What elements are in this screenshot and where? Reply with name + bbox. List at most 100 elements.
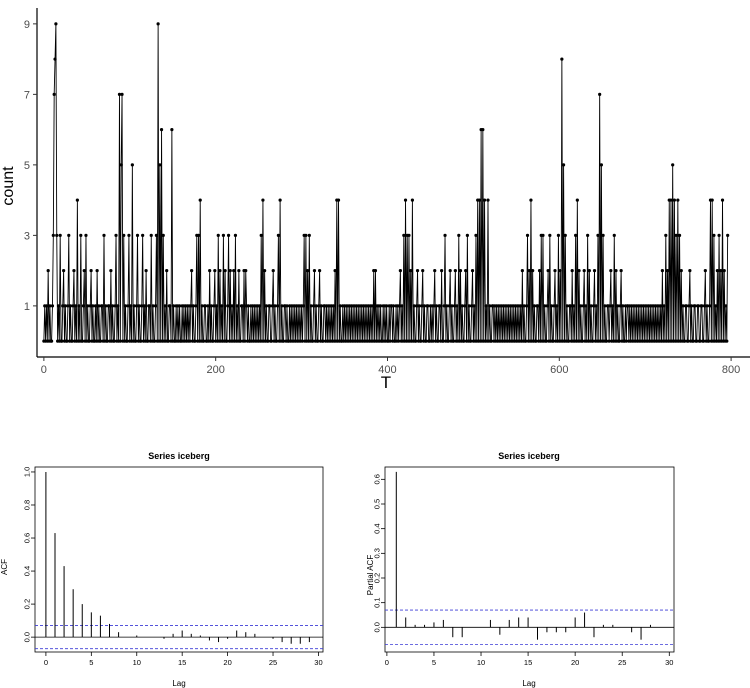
count-data-point bbox=[91, 304, 95, 308]
count-data-point bbox=[558, 269, 562, 273]
count-data-point bbox=[607, 339, 611, 343]
count-data-point bbox=[61, 304, 65, 308]
x-tick-label: 15 bbox=[178, 658, 186, 667]
count-data-point bbox=[188, 339, 192, 343]
count-data-point bbox=[534, 339, 538, 343]
count-data-point bbox=[556, 233, 561, 237]
count-data-point bbox=[445, 304, 449, 308]
y-tick-label: 0.6 bbox=[23, 533, 32, 543]
count-data-point bbox=[555, 304, 559, 308]
count-data-point bbox=[114, 233, 118, 237]
count-data-point bbox=[216, 233, 220, 237]
count-data-point bbox=[71, 304, 75, 308]
count-data-point bbox=[714, 304, 718, 308]
count-data-point bbox=[190, 269, 194, 273]
count-data-point bbox=[579, 304, 583, 308]
count-data-point bbox=[77, 304, 81, 308]
y-tick-label: 1.0 bbox=[23, 467, 32, 477]
count-data-point bbox=[109, 269, 113, 273]
count-data-point bbox=[598, 92, 602, 96]
count-data-point bbox=[63, 304, 67, 308]
count-data-point bbox=[137, 304, 141, 308]
count-data-point bbox=[281, 339, 286, 343]
count-data-point bbox=[226, 304, 230, 308]
count-data-point bbox=[482, 198, 487, 202]
count-data-point bbox=[198, 198, 202, 202]
count-data-point bbox=[246, 304, 250, 308]
count-data-point bbox=[112, 339, 116, 343]
count-data-point bbox=[570, 269, 574, 273]
count-data-point bbox=[89, 269, 93, 273]
count-data-point bbox=[206, 304, 210, 308]
count-data-point bbox=[166, 339, 171, 343]
x-tick-label: 30 bbox=[314, 658, 322, 667]
count-data-point bbox=[532, 304, 536, 308]
count-data-point bbox=[724, 304, 728, 308]
count-data-point bbox=[722, 269, 726, 273]
count-data-point bbox=[702, 339, 706, 343]
x-tick-label: 20 bbox=[223, 658, 231, 667]
count-data-point bbox=[453, 269, 457, 273]
count-data-point bbox=[107, 304, 111, 308]
count-data-point bbox=[261, 198, 265, 202]
count-data-point bbox=[527, 269, 531, 273]
count-data-point bbox=[223, 269, 227, 273]
count-data-point bbox=[726, 233, 730, 237]
count-data-point bbox=[671, 163, 675, 167]
count-data-point bbox=[306, 269, 310, 273]
count-data-point bbox=[522, 304, 526, 308]
plot-frame bbox=[34, 466, 324, 653]
count-data-point bbox=[196, 233, 201, 237]
count-data-point bbox=[561, 163, 566, 167]
count-data-point bbox=[142, 304, 146, 308]
count-data-point bbox=[616, 304, 620, 308]
count-data-point bbox=[460, 304, 464, 308]
y-tick-label: 0.6 bbox=[373, 474, 382, 484]
count-data-point bbox=[314, 304, 318, 308]
count-data-point bbox=[220, 304, 224, 308]
count-data-point bbox=[228, 269, 232, 273]
count-data-point bbox=[259, 233, 263, 237]
count-data-point bbox=[122, 233, 126, 237]
count-data-point bbox=[541, 233, 545, 237]
count-data-point bbox=[194, 304, 198, 308]
count-data-point bbox=[233, 233, 238, 237]
count-data-point bbox=[237, 269, 241, 273]
count-data-point bbox=[546, 269, 550, 273]
count-data-point bbox=[144, 269, 148, 273]
count-data-point bbox=[412, 304, 416, 308]
count-data-point bbox=[50, 304, 55, 308]
count-data-point bbox=[118, 339, 122, 343]
acf-plot: 0.0 0.2 0.4 0.6 0.8 1.0 0 5 10 15 20 25 30 bbox=[23, 466, 324, 667]
count-data-point bbox=[568, 304, 573, 308]
y-tick-label: 0.0 bbox=[23, 632, 32, 642]
y-tick-label: 0.2 bbox=[373, 573, 382, 583]
count-data-point bbox=[537, 269, 542, 273]
count-data-point bbox=[100, 304, 104, 308]
count-data-point bbox=[95, 269, 99, 273]
count-data-point bbox=[171, 304, 176, 308]
x-tick-label: 600 bbox=[550, 364, 568, 376]
count-data-point bbox=[448, 269, 452, 273]
count-data-point bbox=[689, 304, 694, 308]
count-data-point bbox=[317, 304, 321, 308]
count-data-point bbox=[489, 339, 494, 343]
x-tick-label: 25 bbox=[269, 658, 277, 667]
y-tick-label: 3 bbox=[24, 230, 30, 242]
count-data-point bbox=[610, 304, 615, 308]
count-data-point bbox=[594, 304, 598, 308]
count-data-point bbox=[582, 269, 586, 273]
count-data-point bbox=[525, 233, 530, 237]
count-data-point bbox=[696, 304, 701, 308]
count-data-point bbox=[574, 233, 578, 237]
count-data-point bbox=[531, 269, 535, 273]
count-data-point bbox=[617, 339, 622, 343]
count-series-line bbox=[43, 23, 729, 342]
count-data-point bbox=[48, 304, 52, 308]
y-tick-label: 0.4 bbox=[373, 523, 382, 533]
acf-y-axis-title: ACF bbox=[0, 559, 9, 575]
count-data-point bbox=[421, 269, 425, 273]
count-data-point bbox=[238, 339, 243, 343]
count-data-point bbox=[604, 339, 609, 343]
